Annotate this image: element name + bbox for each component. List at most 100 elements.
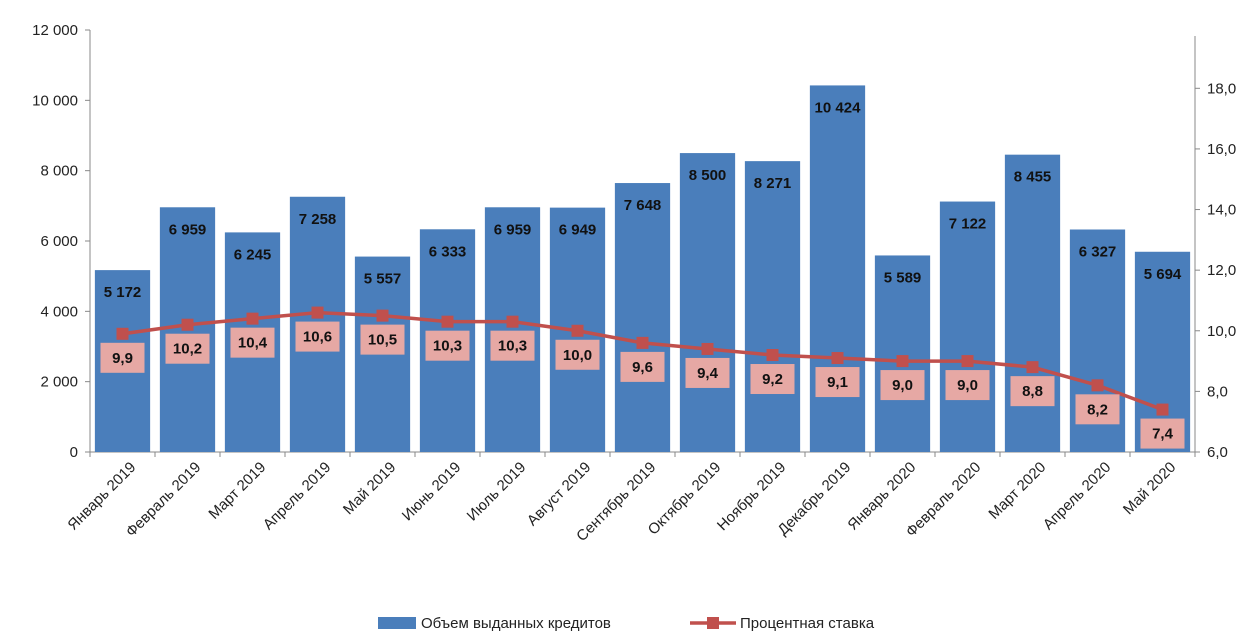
rate-value-label: 10,4 xyxy=(238,335,268,352)
bar xyxy=(874,255,931,452)
rate-point xyxy=(636,336,649,349)
bar-value-label: 8 271 xyxy=(754,175,792,192)
rate-label-bg xyxy=(295,321,340,352)
legend-swatch-marker xyxy=(707,617,719,629)
rate-point xyxy=(1026,361,1039,374)
bar-value-label: 6 959 xyxy=(494,221,532,238)
rate-label-bg xyxy=(230,327,275,358)
y-right-tick-label: 18,0 xyxy=(1207,80,1236,97)
rate-label-bg xyxy=(1075,394,1120,425)
legend-label-bars: Объем выданных кредитов xyxy=(421,615,611,632)
labels-layer: 5 172 6 959 6 245 7 258 5 557 6 333 6 959 6 949… xyxy=(100,99,1185,449)
y-right-tick-label: 10,0 xyxy=(1207,323,1236,340)
bar-value-label: 5 172 xyxy=(104,284,142,301)
rate-value-label: 9,4 xyxy=(697,365,719,382)
rate-value-label: 10,6 xyxy=(303,329,332,346)
rate-point xyxy=(311,306,324,319)
y-right-tick-label: 12,0 xyxy=(1207,262,1236,279)
rate-value-label: 9,6 xyxy=(632,359,653,376)
rate-point xyxy=(441,315,454,328)
rate-value-label: 10,2 xyxy=(173,341,202,358)
bar xyxy=(744,161,801,452)
bar-value-label: 7 648 xyxy=(624,197,662,214)
bar-value-label: 7 122 xyxy=(949,216,987,233)
bar-value-label: 6 327 xyxy=(1079,244,1117,261)
rate-point xyxy=(701,342,714,355)
x-tick-label: Июль 2019 xyxy=(464,459,530,525)
bar-value-label: 5 557 xyxy=(364,271,402,288)
y-left-tick-label: 4 000 xyxy=(40,303,78,320)
rate-point xyxy=(961,355,974,368)
rate-label-bg xyxy=(360,324,405,355)
x-tick-label: Май 2019 xyxy=(340,459,399,518)
rate-label-bg xyxy=(1010,376,1055,407)
rate-value-label: 10,0 xyxy=(563,347,592,364)
x-tick-label: Август 2019 xyxy=(524,459,594,529)
y-left-tick-label: 8 000 xyxy=(40,163,78,180)
bar xyxy=(679,153,736,453)
x-tick-label: Март 2020 xyxy=(985,459,1049,523)
rate-value-label: 9,0 xyxy=(957,377,978,394)
rate-label-bg xyxy=(750,364,795,395)
rate-value-label: 7,4 xyxy=(1152,426,1174,443)
x-tick-label: Апрель 2020 xyxy=(1040,459,1115,534)
bar-value-label: 8 455 xyxy=(1014,169,1052,186)
rate-value-label: 9,0 xyxy=(892,377,913,394)
y-right-tick-label: 8,0 xyxy=(1207,383,1228,400)
rate-label-bg xyxy=(1140,418,1185,449)
rate-label-bg xyxy=(685,357,730,388)
y-left-tick-label: 6 000 xyxy=(40,233,78,250)
bar-value-label: 10 424 xyxy=(815,99,862,116)
rate-point xyxy=(896,355,909,368)
rate-point xyxy=(181,318,194,331)
y-right-tick-label: 6,0 xyxy=(1207,444,1228,461)
bar-value-label: 7 258 xyxy=(299,211,337,228)
legend-label-line: Процентная ставка xyxy=(740,615,875,632)
x-tick-label: Апрель 2019 xyxy=(260,459,335,534)
rate-label-bg xyxy=(100,342,145,373)
x-tick-label: Июнь 2019 xyxy=(399,459,465,525)
rate-label-bg xyxy=(815,367,860,398)
rate-point xyxy=(246,312,259,325)
y-left-tick-label: 12 000 xyxy=(32,22,78,39)
rate-value-label: 9,2 xyxy=(762,371,783,388)
rate-label-bg xyxy=(165,333,210,364)
rate-value-label: 10,3 xyxy=(433,338,462,355)
y-right-tick-label: 16,0 xyxy=(1207,141,1236,158)
rate-point xyxy=(766,349,779,362)
rate-label-bg xyxy=(620,351,665,382)
rate-value-label: 8,2 xyxy=(1087,401,1108,418)
bar-value-label: 5 694 xyxy=(1144,266,1182,283)
rate-point xyxy=(376,309,389,322)
y-left-tick-label: 0 xyxy=(70,444,78,461)
y-left-tick-label: 10 000 xyxy=(32,92,78,109)
rate-label-bg xyxy=(425,330,470,361)
rate-value-label: 9,9 xyxy=(112,350,133,367)
legend-swatch-bars xyxy=(378,617,416,629)
rate-point xyxy=(1091,379,1104,392)
rate-label-bg xyxy=(490,330,535,361)
rate-point xyxy=(1156,403,1169,416)
legend: Объем выданных кредитов Процентная ставка xyxy=(378,615,875,632)
bar xyxy=(484,207,541,452)
bar xyxy=(939,201,996,452)
rate-label-bg xyxy=(880,370,925,401)
bar-value-label: 6 949 xyxy=(559,222,597,239)
y-left-tick-label: 2 000 xyxy=(40,374,78,391)
bar-value-label: 6 333 xyxy=(429,243,467,260)
rate-point xyxy=(831,352,844,365)
rate-value-label: 9,1 xyxy=(827,374,848,391)
rate-value-label: 10,5 xyxy=(368,332,397,349)
y-right-tick-label: 14,0 xyxy=(1207,202,1236,219)
bar-value-label: 5 589 xyxy=(884,269,922,286)
rate-value-label: 8,8 xyxy=(1022,383,1043,400)
rate-label-bg xyxy=(555,339,600,370)
bar xyxy=(1004,154,1061,452)
rate-label-bg xyxy=(945,370,990,401)
line-layer xyxy=(116,306,1169,416)
x-tick-label: Май 2020 xyxy=(1120,459,1179,518)
bar xyxy=(614,183,671,452)
